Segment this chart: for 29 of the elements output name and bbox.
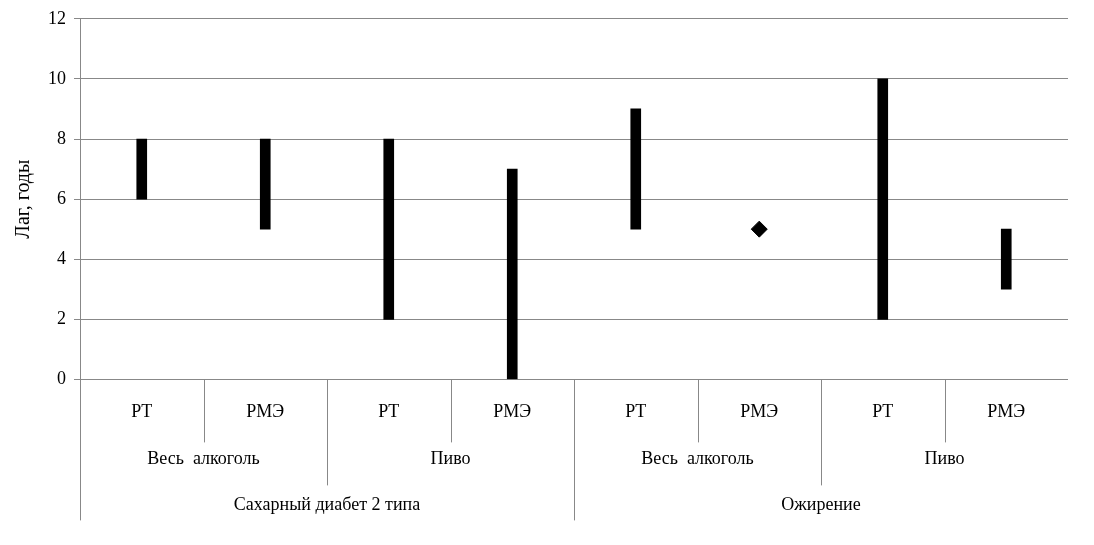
bar xyxy=(506,168,518,380)
x-tick-label: РМЭ xyxy=(740,400,779,421)
x-tick-label: РТ xyxy=(872,400,894,421)
text: Весь алкоголь xyxy=(641,448,754,469)
text: Пиво xyxy=(924,448,965,469)
y-tick-label: 2 xyxy=(57,308,66,329)
y-tick-label: 0 xyxy=(57,368,66,389)
bar xyxy=(877,78,889,320)
y-tick-label: 6 xyxy=(57,187,66,208)
text: Ожирение xyxy=(781,494,861,515)
x-tick-label: РТ xyxy=(131,400,153,421)
bar xyxy=(136,138,148,200)
y-tick-label: 4 xyxy=(57,247,66,268)
bar xyxy=(383,138,395,320)
text: Сахарный диабет 2 типа xyxy=(233,494,421,515)
bar xyxy=(1000,228,1012,290)
x-tick-label: РМЭ xyxy=(987,400,1026,421)
y-axis-title: Лаг, годы xyxy=(11,159,35,239)
y-tick-label: 12 xyxy=(48,7,66,28)
x-tick-label: РТ xyxy=(625,400,647,421)
y-tick-label: 8 xyxy=(57,127,66,148)
y-tick-label: 10 xyxy=(48,67,66,88)
x-tick-label: РМЭ xyxy=(493,400,532,421)
x-tick-label: РМЭ xyxy=(246,400,285,421)
text: Весь алкоголь xyxy=(147,448,260,469)
bar xyxy=(630,108,642,230)
bar xyxy=(259,138,271,230)
x-tick-label: РТ xyxy=(378,400,400,421)
text: Пиво xyxy=(430,448,471,469)
